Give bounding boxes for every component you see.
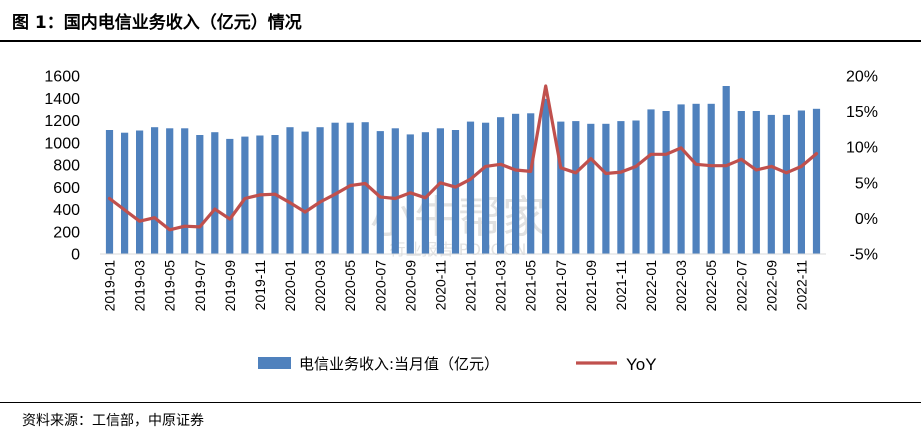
- bar-2022-08: [752, 111, 760, 254]
- x-tick-label: 2021-09: [583, 260, 599, 312]
- bottom-rule: [0, 402, 921, 403]
- x-tick-label: 2019-03: [132, 260, 148, 312]
- left-tick-label: 400: [53, 202, 80, 219]
- bar-2022-10: [782, 114, 790, 255]
- left-axis-ticks: 0 200 400 600 800 1000 1200 1400 1600: [44, 69, 80, 264]
- bar-2019-04: [151, 127, 159, 254]
- bar-2020-11: [436, 128, 444, 254]
- right-tick-label: 20%: [846, 69, 878, 86]
- right-tick-label: -5%: [850, 247, 878, 264]
- bar-2022-07: [737, 111, 745, 254]
- chart-svg: 小牛帮家 行业报告 POPOCN 02004006008001000120014…: [44, 69, 878, 375]
- x-tick-label: 2022-03: [673, 260, 689, 312]
- left-tick-label: 600: [53, 180, 80, 197]
- legend-line-label: YoY: [626, 355, 657, 374]
- legend: 电信业务收入:当月值（亿元） YoY: [258, 355, 657, 374]
- bar-2020-05: [346, 122, 354, 254]
- bar-2021-01: [466, 121, 475, 254]
- x-tick-label: 2022-11: [793, 260, 809, 311]
- bar-2021-03: [497, 117, 505, 254]
- top-rule: [0, 40, 921, 42]
- right-tick-label: 5%: [855, 175, 878, 192]
- right-tick-label: 10%: [846, 140, 878, 157]
- x-tick-label: 2019-11: [252, 260, 268, 311]
- bar-2020-02: [301, 131, 309, 254]
- bar-2019-07: [196, 135, 204, 254]
- figure-title: 图 1：国内电信业务收入（亿元）情况: [12, 13, 302, 33]
- x-tick-label: 2021-01: [463, 260, 479, 312]
- x-tick-label: 2022-09: [763, 260, 779, 312]
- bar-2020-04: [331, 122, 339, 254]
- x-tick-label: 2022-07: [733, 260, 749, 312]
- bar-2022-05: [707, 103, 715, 254]
- bar-2019-09: [226, 138, 234, 254]
- bar-2020-10: [421, 132, 429, 254]
- bar-2021-05: [527, 113, 535, 254]
- bar-2021-04: [512, 113, 520, 254]
- bar-2020-12: [451, 130, 460, 254]
- bar-2021-02: [482, 122, 490, 254]
- x-tick-label: 2020-07: [372, 260, 388, 312]
- x-tick-label: 2020-05: [342, 260, 358, 312]
- x-tick-label: 2020-11: [432, 260, 448, 311]
- legend-bar-swatch: [258, 357, 291, 369]
- bar-2022-12: [812, 108, 821, 254]
- bar-2020-06: [361, 122, 369, 254]
- bar-2022-02: [662, 111, 670, 254]
- bar-2020-03: [316, 127, 324, 254]
- left-tick-label: 0: [71, 247, 80, 264]
- bar-2020-01: [286, 127, 294, 254]
- bar-2019-05: [166, 128, 174, 254]
- x-tick-label: 2020-09: [402, 260, 418, 312]
- bar-2019-03: [136, 130, 144, 254]
- bar-2019-02: [121, 132, 129, 254]
- bar-2021-08: [572, 121, 580, 254]
- x-tick-label: 2022-01: [643, 260, 659, 312]
- bar-2021-06: [542, 98, 550, 254]
- x-tick-label: 2019-09: [222, 260, 238, 312]
- x-tick-label: 2019-01: [102, 260, 118, 312]
- x-tick-label: 2021-11: [613, 260, 629, 311]
- x-tick-label: 2020-01: [282, 260, 298, 312]
- yoy-line: [107, 84, 819, 232]
- bar-2019-10: [241, 136, 249, 254]
- left-tick-label: 1000: [44, 135, 80, 152]
- x-tick-label: 2021-05: [523, 260, 539, 312]
- bar-2022-09: [767, 114, 775, 255]
- bar-2022-01: [647, 109, 655, 255]
- right-tick-label: 0%: [855, 211, 878, 228]
- bar-2021-09: [587, 123, 595, 254]
- left-tick-label: 1600: [44, 69, 80, 86]
- left-tick-label: 800: [53, 158, 80, 175]
- x-tick-label: 2021-03: [493, 260, 509, 312]
- bar-2021-10: [602, 123, 610, 254]
- bar-2021-07: [557, 121, 565, 254]
- bar-2022-11: [797, 110, 805, 254]
- figure-source: 资料来源：工信部，中原证券: [22, 413, 204, 429]
- left-tick-label: 1200: [44, 113, 80, 130]
- x-axis-ticks: 2019-01 2019-03 2019-05 2019-07 2019-09 2019-…: [102, 260, 810, 312]
- x-tick-label: 2020-03: [312, 260, 328, 312]
- bar-2022-04: [692, 103, 700, 254]
- bar-2020-08: [391, 128, 399, 254]
- right-tick-label: 15%: [846, 104, 878, 121]
- x-tick-label: 2019-05: [162, 260, 178, 312]
- x-tick-label: 2022-05: [703, 260, 719, 312]
- x-tick-label: 2021-07: [553, 260, 569, 312]
- bar-2022-03: [677, 104, 685, 255]
- bar-2020-07: [376, 131, 384, 254]
- bar-2019-01: [105, 130, 114, 254]
- bar-2021-11: [617, 121, 625, 254]
- x-tick-label: 2019-07: [192, 260, 208, 312]
- legend-bar-label: 电信业务收入:当月值（亿元）: [299, 355, 499, 373]
- bar-2019-08: [211, 132, 219, 254]
- bar-2021-12: [632, 120, 640, 254]
- bar-2022-06: [722, 86, 730, 254]
- bar-2019-06: [181, 128, 189, 254]
- right-axis-ticks: -5% 0% 5% 10% 15% 20%: [846, 69, 878, 264]
- left-tick-label: 200: [53, 224, 80, 241]
- left-tick-label: 1400: [44, 91, 80, 108]
